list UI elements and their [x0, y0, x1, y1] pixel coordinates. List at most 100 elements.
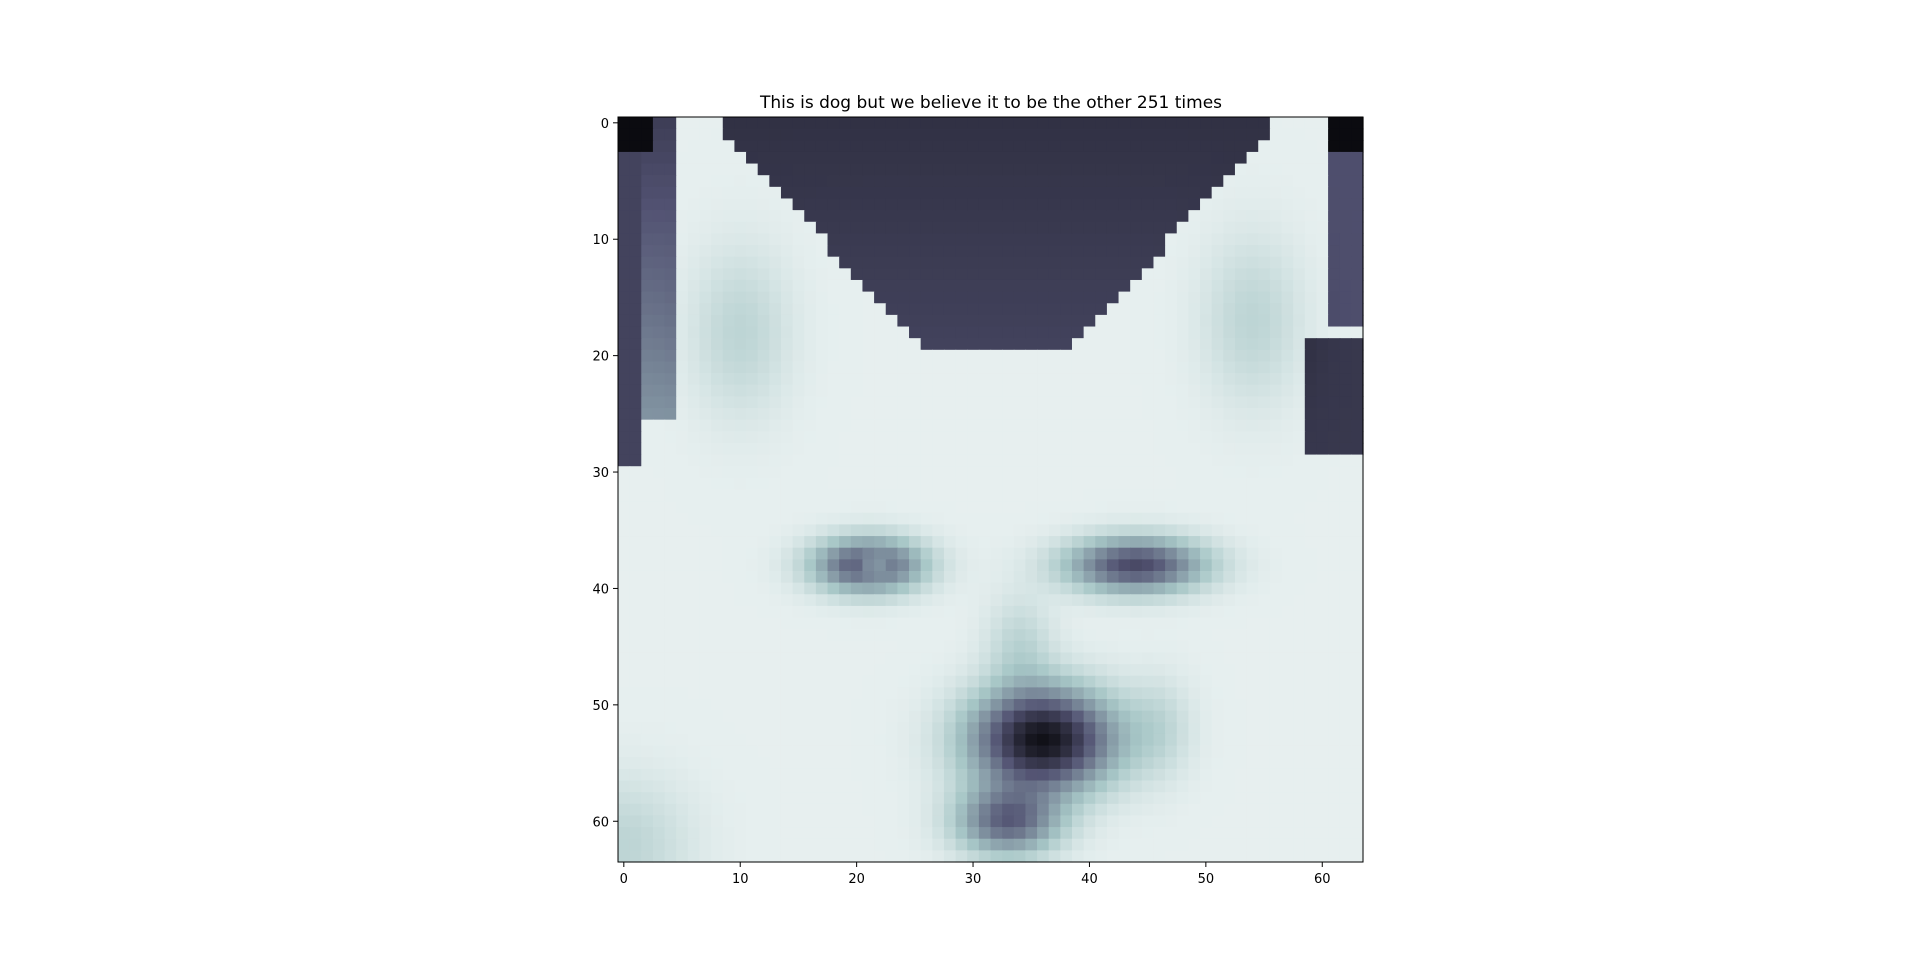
- heatmap-cell: [734, 524, 747, 537]
- heatmap-cell: [932, 442, 945, 456]
- heatmap-cell: [955, 710, 968, 723]
- heatmap-cell: [676, 687, 689, 700]
- heatmap-cell: [757, 210, 770, 223]
- heatmap-cell: [769, 454, 782, 467]
- heatmap-cell: [920, 757, 933, 770]
- heatmap-cell: [1071, 466, 1085, 479]
- heatmap-cell: [839, 442, 852, 456]
- heatmap-cell: [618, 536, 631, 549]
- heatmap-cell: [1223, 570, 1236, 584]
- heatmap-cell: [1211, 210, 1224, 223]
- heatmap-cell: [909, 431, 922, 444]
- heatmap-cell: [1095, 163, 1108, 176]
- heatmap-cell: [1351, 245, 1364, 258]
- heatmap-cell: [641, 722, 654, 735]
- heatmap-cell: [687, 780, 701, 793]
- heatmap-cell: [804, 594, 817, 607]
- heatmap-cell: [1048, 128, 1061, 141]
- heatmap-cell: [815, 245, 829, 258]
- heatmap-cell: [862, 827, 875, 840]
- heatmap-cell: [1048, 675, 1061, 688]
- heatmap-cell: [1025, 803, 1038, 817]
- heatmap-cell: [618, 373, 631, 386]
- heatmap-cell: [746, 838, 759, 851]
- heatmap-cell: [676, 454, 689, 467]
- heatmap-cell: [1351, 186, 1364, 200]
- heatmap-cell: [885, 303, 898, 316]
- heatmap-cell: [1293, 745, 1306, 758]
- heatmap-cell: [874, 512, 887, 526]
- heatmap-cell: [850, 314, 864, 328]
- heatmap-cell: [1095, 524, 1108, 537]
- heatmap-cell: [734, 256, 747, 269]
- heatmap-cell: [1316, 733, 1329, 747]
- heatmap-image: [618, 117, 1364, 863]
- heatmap-cell: [1071, 687, 1085, 700]
- heatmap-cell: [1258, 629, 1271, 642]
- heatmap-cell: [932, 675, 945, 688]
- heatmap-cell: [850, 710, 864, 723]
- heatmap-cell: [641, 373, 654, 386]
- heatmap-cell: [652, 408, 666, 421]
- heatmap-cell: [664, 722, 677, 735]
- heatmap-cell: [1316, 256, 1329, 269]
- heatmap-cell: [1316, 384, 1329, 397]
- heatmap-cell: [641, 361, 654, 374]
- heatmap-cell: [1118, 617, 1131, 630]
- heatmap-cell: [1083, 536, 1096, 549]
- heatmap-cell: [839, 501, 852, 514]
- heatmap-cell: [1304, 233, 1318, 246]
- heatmap-cell: [1304, 326, 1318, 339]
- heatmap-cell: [1293, 396, 1306, 409]
- heatmap-cell: [897, 524, 910, 537]
- heatmap-cell: [1223, 827, 1236, 840]
- heatmap-cell: [641, 175, 654, 188]
- heatmap-cell: [874, 268, 887, 281]
- heatmap-cell: [839, 256, 852, 269]
- heatmap-cell: [1141, 314, 1155, 328]
- heatmap-cell: [1258, 559, 1271, 572]
- heatmap-cell: [687, 838, 701, 851]
- heatmap-cell: [780, 303, 794, 316]
- heatmap-cell: [1211, 373, 1224, 386]
- heatmap-cell: [862, 221, 875, 235]
- heatmap-cell: [1304, 477, 1318, 491]
- heatmap-cell: [1106, 524, 1120, 537]
- heatmap-cell: [1339, 163, 1352, 176]
- heatmap-cell: [769, 431, 782, 444]
- heatmap-cell: [932, 396, 945, 409]
- heatmap-cell: [1223, 314, 1236, 328]
- heatmap-cell: [932, 361, 945, 374]
- heatmap-cell: [1223, 710, 1236, 723]
- heatmap-cell: [1037, 803, 1050, 817]
- heatmap-cell: [804, 419, 817, 432]
- heatmap-cell: [1258, 408, 1271, 421]
- heatmap-cell: [769, 442, 782, 456]
- heatmap-cell: [1013, 128, 1027, 141]
- heatmap-cell: [1351, 733, 1364, 747]
- heatmap-cell: [746, 489, 759, 502]
- heatmap-cell: [1106, 594, 1120, 607]
- heatmap-cell: [1002, 268, 1015, 281]
- heatmap-cell: [978, 780, 992, 793]
- heatmap-cell: [734, 408, 747, 421]
- heatmap-cell: [874, 722, 887, 735]
- heatmap-cell: [1013, 233, 1027, 246]
- heatmap-cell: [1211, 710, 1224, 723]
- heatmap-cell: [1293, 838, 1306, 851]
- heatmap-cell: [1095, 151, 1108, 165]
- heatmap-cell: [711, 408, 724, 421]
- heatmap-cell: [1048, 419, 1061, 432]
- heatmap-cell: [943, 815, 957, 828]
- heatmap-cell: [676, 128, 689, 141]
- heatmap-cell: [652, 279, 666, 293]
- heatmap-cell: [1118, 687, 1131, 700]
- heatmap-cell: [1095, 210, 1108, 223]
- heatmap-cell: [1037, 186, 1050, 200]
- heatmap-cell: [1328, 547, 1341, 560]
- heatmap-cell: [641, 326, 654, 339]
- heatmap-cell: [746, 477, 759, 491]
- heatmap-cell: [1176, 501, 1189, 514]
- heatmap-cell: [920, 326, 933, 339]
- heatmap-cell: [1328, 536, 1341, 549]
